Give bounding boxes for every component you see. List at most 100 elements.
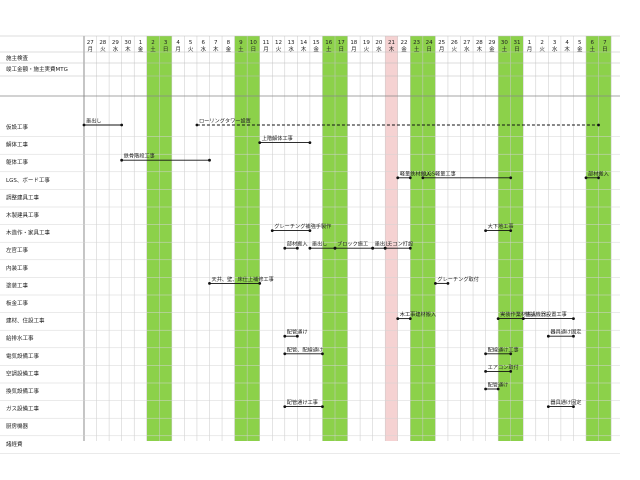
row-label: 木製建具工事: [6, 211, 40, 219]
task-start-marker: [270, 229, 274, 233]
row-label: 厨房機器: [6, 422, 29, 430]
task-label: LGS軽量工事: [425, 169, 456, 177]
weekend-band: [234, 36, 248, 441]
task-end-marker: [321, 352, 324, 356]
date-weekday-label: 水: [288, 45, 294, 53]
date-weekday-label: 土: [238, 45, 244, 53]
weekend-band: [322, 36, 335, 441]
date-weekday-label: 火: [100, 47, 106, 53]
task-start-marker: [383, 246, 387, 250]
header-row-label: 施主検査: [6, 54, 29, 62]
date-day-label: 6: [201, 40, 205, 46]
date-weekday-label: 木: [301, 45, 307, 53]
date-day-label: 2: [151, 40, 155, 46]
date-day-label: 1: [528, 40, 532, 46]
date-weekday-label: 木: [125, 45, 131, 53]
task-label: 墨出し: [312, 240, 328, 248]
weekend-band: [498, 36, 511, 441]
task-end-marker: [509, 352, 513, 356]
task-start-marker: [283, 334, 287, 338]
date-day-label: 6: [591, 40, 595, 46]
task-end-marker: [308, 141, 312, 145]
weekend-band: [410, 36, 423, 441]
date-day-label: 14: [300, 40, 307, 46]
date-weekday-label: 金: [313, 45, 319, 53]
horizontal-grid: [0, 35, 620, 454]
date-header: 27月28火29水30木1金2土3日4月5火6水7木8金9土10日11月12火1…: [87, 40, 608, 53]
task-end-marker: [572, 405, 575, 408]
date-weekday-label: 木: [213, 45, 219, 53]
date-day-label: 13: [288, 40, 295, 46]
task-start-marker: [484, 229, 487, 233]
row-label: 諸経費: [6, 440, 23, 448]
weekend-band: [422, 36, 436, 441]
task-label: 部材搬入: [588, 169, 609, 177]
task-start-marker: [484, 370, 487, 373]
date-weekday-label: 月: [175, 46, 181, 53]
date-weekday-label: 木: [564, 45, 570, 53]
vertical-grid: [83, 36, 612, 441]
task-end-marker: [408, 246, 412, 250]
weekend-band: [598, 36, 612, 441]
task-end-marker: [572, 334, 575, 338]
task-start-marker: [496, 317, 500, 320]
task-start-marker: [120, 158, 124, 162]
date-day-label: 5: [578, 40, 582, 46]
weekend-band: [247, 36, 260, 441]
task-end-marker: [120, 123, 124, 127]
date-weekday-label: 月: [88, 46, 94, 53]
task-start-marker: [396, 176, 400, 180]
task-label: 器具通け固定: [550, 398, 581, 406]
date-day-label: 25: [438, 40, 445, 46]
date-day-label: 20: [375, 40, 382, 46]
date-day-label: 9: [239, 40, 243, 46]
date-weekday-label: 日: [602, 46, 608, 53]
task-start-marker: [396, 317, 400, 320]
row-label: 躯体工事: [6, 158, 29, 166]
date-day-label: 17: [338, 40, 345, 46]
task-label: 木工事建材搬入: [400, 310, 436, 318]
date-day-label: 8: [227, 40, 231, 46]
date-weekday-label: 水: [376, 45, 382, 53]
row-label: 換気設備工事: [6, 387, 40, 395]
task-end-marker: [496, 387, 500, 391]
task-start-marker: [371, 246, 375, 250]
task-start-marker: [283, 405, 287, 408]
task-label: 墨出し: [375, 240, 391, 248]
date-weekday-label: 火: [276, 47, 282, 53]
calendar-day-bands: [146, 36, 612, 441]
date-day-label: 4: [176, 40, 180, 46]
task-start-marker: [283, 352, 287, 356]
task-end-marker: [509, 370, 513, 373]
task-end-marker: [597, 176, 600, 180]
task-label: 天井、壁、床仕上補修工事: [212, 275, 274, 283]
weekend-band: [159, 36, 172, 441]
date-weekday-label: 水: [464, 45, 470, 53]
date-day-label: 11: [262, 40, 269, 46]
task-label: エアコン取付: [488, 363, 519, 371]
task-label: ローリングタワー設置: [199, 117, 251, 125]
row-label: 電気設備工事: [6, 352, 40, 360]
task-label: ブロック施工: [337, 240, 368, 248]
task-label: モコン打設: [387, 240, 413, 248]
date-weekday-label: 金: [138, 45, 144, 53]
task-label: 上階解体工事: [262, 134, 293, 142]
date-day-label: 28: [476, 40, 483, 46]
weekend-band: [146, 36, 160, 441]
task-start-marker: [82, 123, 86, 127]
date-day-label: 10: [250, 40, 257, 46]
date-day-label: 16: [325, 40, 332, 46]
task-end-marker: [509, 229, 513, 233]
date-weekday-label: 火: [539, 47, 545, 53]
date-weekday-label: 月: [351, 46, 357, 53]
date-weekday-label: 日: [514, 46, 520, 53]
task-start-marker: [546, 405, 550, 408]
date-day-label: 19: [363, 40, 370, 46]
task-end-marker: [295, 246, 299, 250]
date-weekday-label: 月: [263, 46, 269, 53]
task-start-marker: [584, 176, 588, 180]
date-day-label: 26: [451, 40, 458, 46]
date-weekday-label: 土: [590, 45, 596, 53]
date-day-label: 23: [413, 40, 420, 46]
task-label: 実装作業材搬入: [500, 310, 536, 318]
